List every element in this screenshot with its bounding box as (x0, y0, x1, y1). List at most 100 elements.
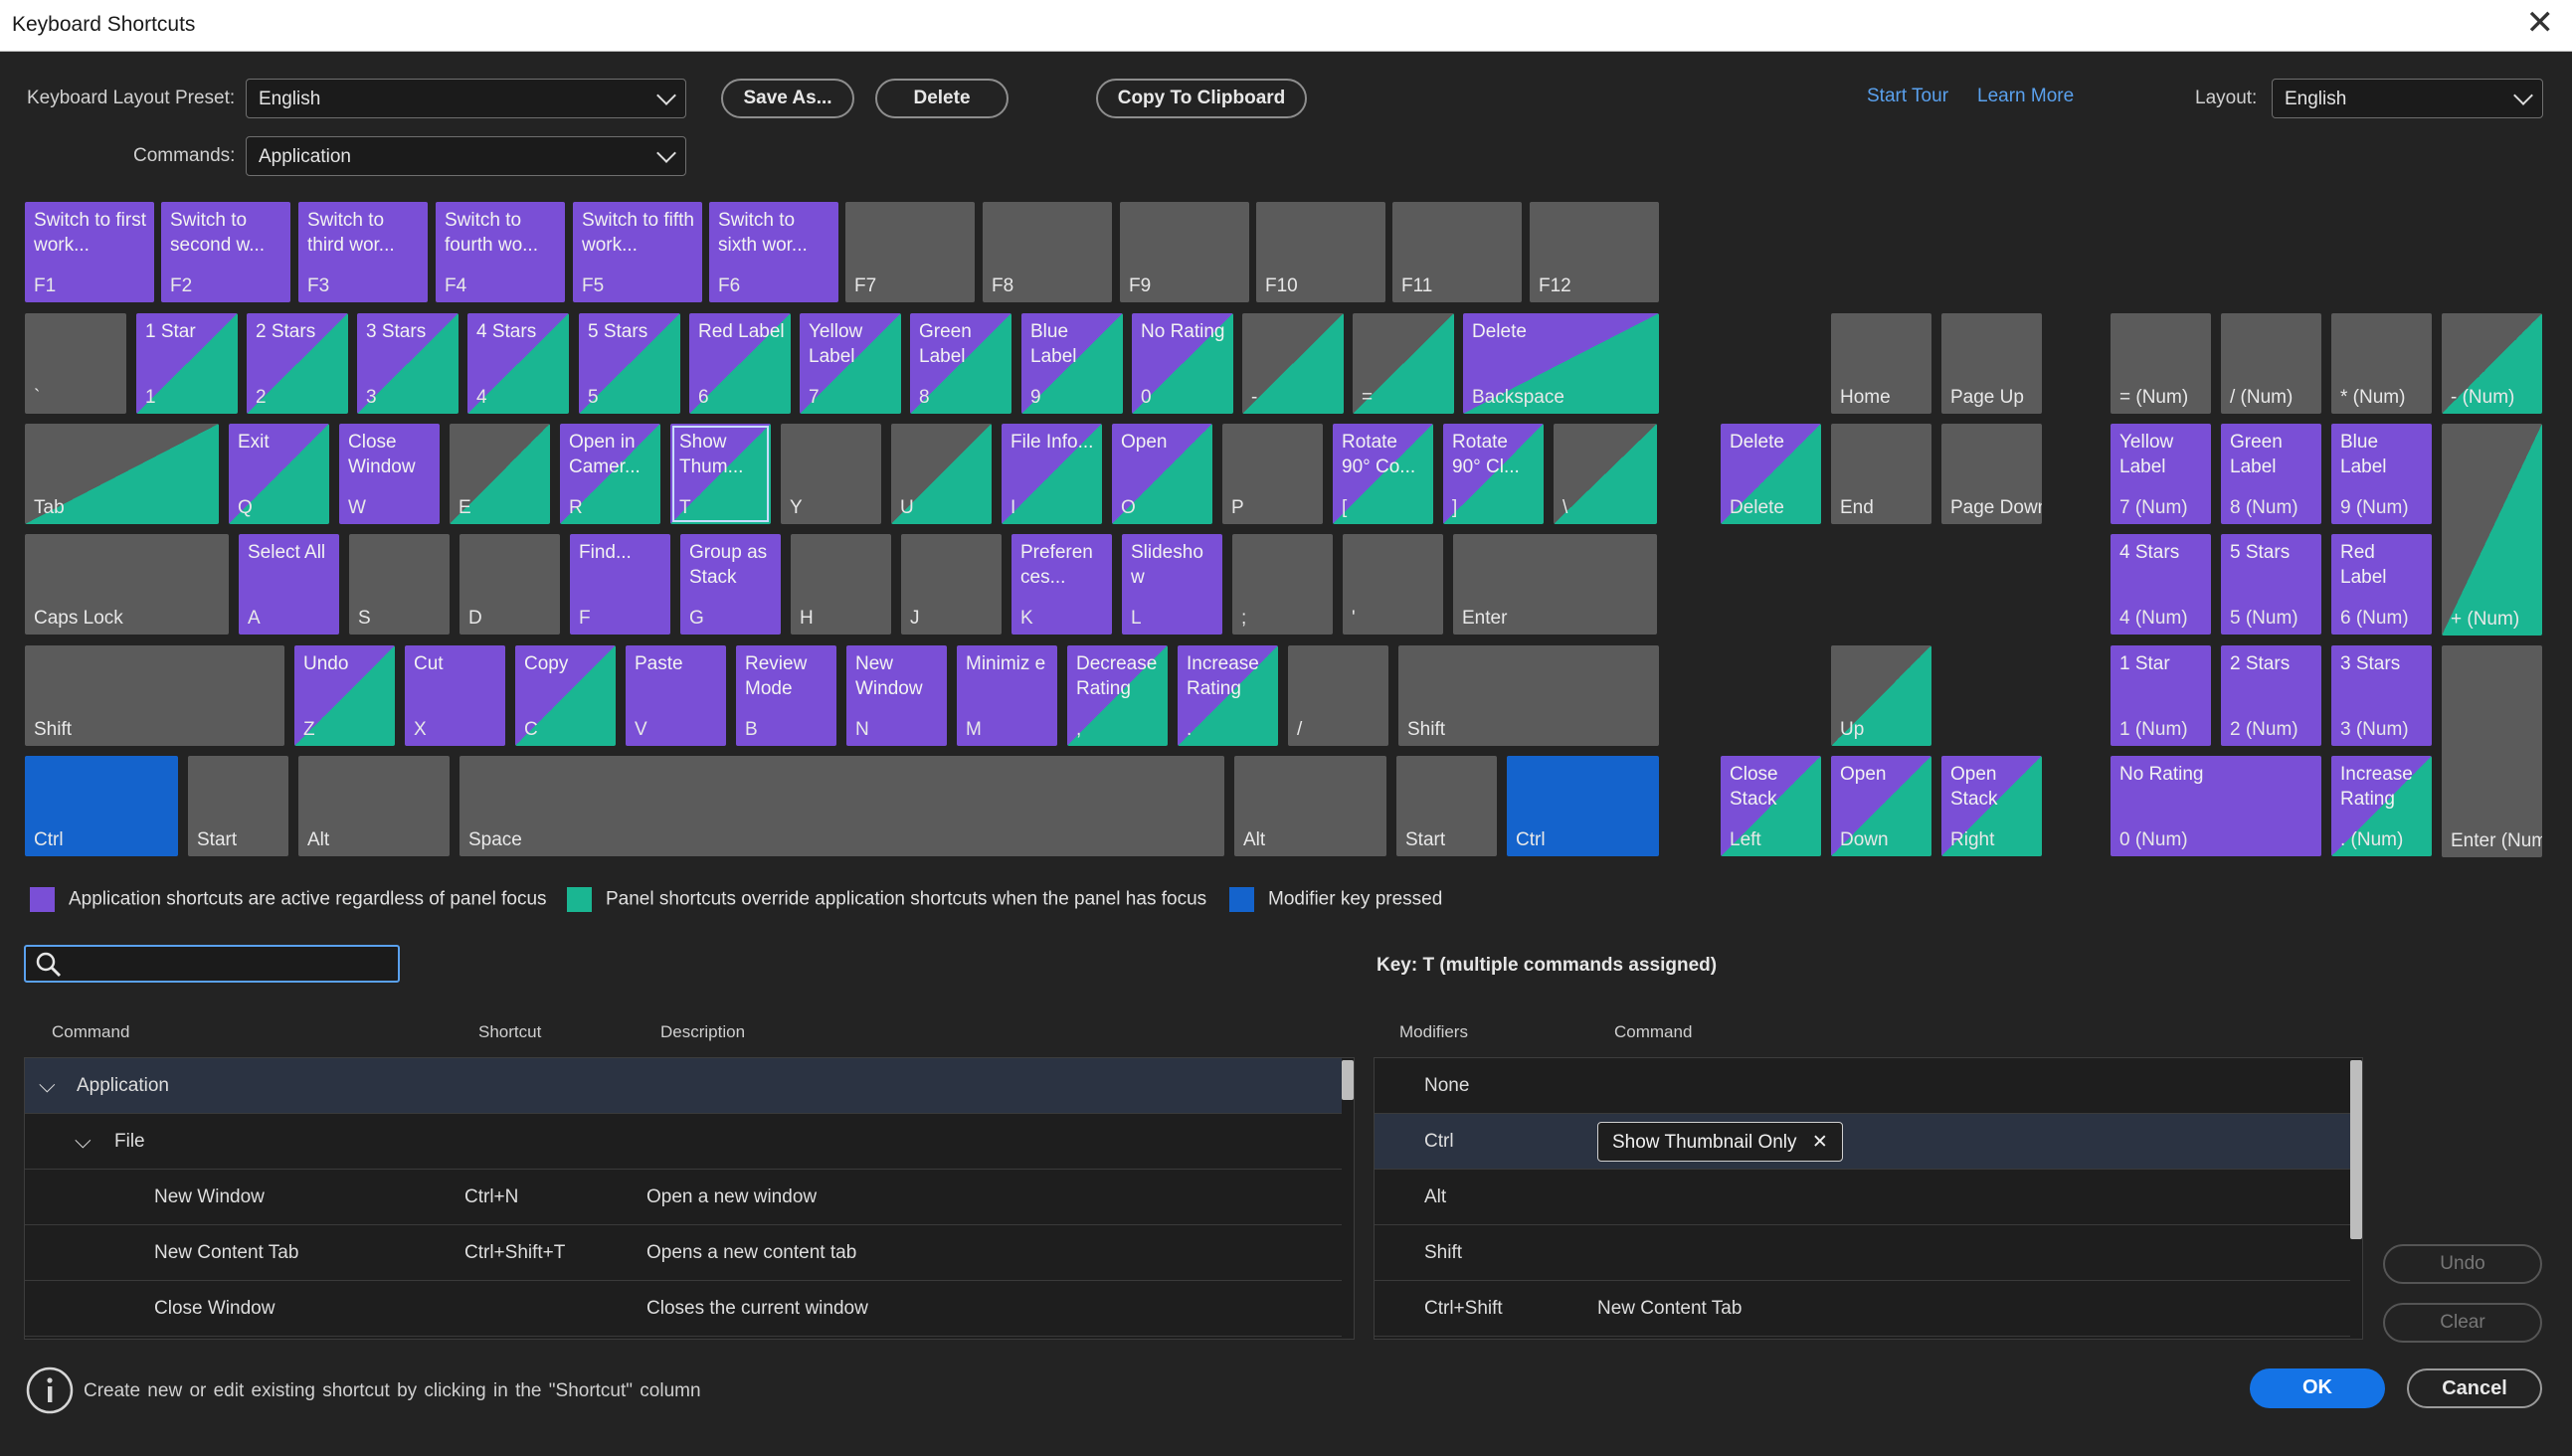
tree-row-application[interactable]: ⌵ Application (25, 1058, 1342, 1114)
col-header-description[interactable]: Description (660, 1022, 746, 1041)
key-f[interactable]: Find... F (570, 534, 670, 635)
key-ctrl[interactable]: Ctrl (25, 756, 178, 856)
key-alt[interactable]: Alt (1234, 756, 1386, 856)
key-6-num[interactable]: Red Label 6 (Num) (2331, 534, 2432, 635)
modifier-row-selected[interactable]: Ctrl (1375, 1114, 2350, 1170)
key-w[interactable]: Close Window W (339, 424, 440, 524)
layout-dropdown[interactable]: English (2272, 79, 2543, 118)
key-y[interactable]: Y (781, 424, 881, 524)
key-f12[interactable]: F12 (1530, 202, 1659, 302)
key-start[interactable]: Start (1396, 756, 1497, 856)
key-shift[interactable]: Shift (25, 645, 284, 746)
col-header-shortcut[interactable]: Shortcut (478, 1022, 542, 1041)
key-delete[interactable]: Delete Delete (1721, 424, 1821, 524)
key-num[interactable]: * (Num) (2331, 313, 2432, 414)
col-header-modifiers[interactable]: Modifiers (1399, 1022, 1468, 1041)
key-backspace[interactable]: Delete Backspace (1463, 313, 1659, 414)
key-page-up[interactable]: Page Up (1941, 313, 2042, 414)
start-tour-link[interactable]: Start Tour (1867, 86, 1949, 106)
key-a[interactable]: Select All A (239, 534, 339, 635)
key-shift[interactable]: Shift (1398, 645, 1659, 746)
key-sym23[interactable]: - (1242, 313, 1344, 414)
key-sym39[interactable]: \ (1554, 424, 1657, 524)
key-8-num[interactable]: Green Label 8 (Num) (2221, 424, 2321, 524)
save-as-button[interactable]: Save As... (721, 79, 854, 118)
preset-dropdown[interactable]: English (246, 79, 686, 118)
key-4-num[interactable]: 4 Stars 4 (Num) (2111, 534, 2211, 635)
key-f8[interactable]: F8 (983, 202, 1112, 302)
key-6[interactable]: Red Label 6 (689, 313, 791, 414)
key-page-down[interactable]: Page Down (1941, 424, 2042, 524)
key-sym50[interactable]: ; (1232, 534, 1333, 635)
copy-to-clipboard-button[interactable]: Copy To Clipboard (1096, 79, 1307, 118)
key-0-num[interactable]: No Rating 0 (Num) (2111, 756, 2321, 856)
key-z[interactable]: Undo Z (294, 645, 395, 746)
row-shortcut[interactable]: Ctrl+Shift+T (464, 1242, 566, 1263)
key-sym37[interactable]: Rotate 90° Co... [ (1333, 424, 1433, 524)
key-end[interactable]: End (1831, 424, 1931, 524)
chevron-down-icon[interactable]: ⌵ (39, 1072, 56, 1097)
key-t[interactable]: Show Thum... T (670, 424, 771, 524)
key-f9[interactable]: F9 (1120, 202, 1249, 302)
key-1[interactable]: 1 Star 1 (136, 313, 238, 414)
search-field[interactable] (24, 945, 400, 983)
key-k[interactable]: Preferen ces... K (1011, 534, 1112, 635)
key-g[interactable]: Group as Stack G (680, 534, 781, 635)
table-row[interactable]: Close Window Closes the current window (25, 1281, 1342, 1337)
key-x[interactable]: Cut X (405, 645, 505, 746)
key-enter-num[interactable]: Enter (Num) (2442, 645, 2542, 857)
key-f11[interactable]: F11 (1392, 202, 1522, 302)
key-sym62[interactable]: Increase Rating. (1178, 645, 1278, 746)
key-f6[interactable]: Switch to sixth wor... F6 (709, 202, 838, 302)
key-sym63[interactable]: / (1288, 645, 1388, 746)
key-o[interactable]: Open O (1112, 424, 1212, 524)
key-left[interactable]: Close Stack Left (1721, 756, 1821, 856)
row-shortcut[interactable]: Ctrl+N (464, 1186, 519, 1207)
key-s[interactable]: S (349, 534, 450, 635)
key-j[interactable]: J (901, 534, 1002, 635)
key-num[interactable]: / (Num) (2221, 313, 2321, 414)
key-5-num[interactable]: 5 Stars 5 (Num) (2221, 534, 2321, 635)
key-7[interactable]: Yellow Label 7 (800, 313, 901, 414)
key-ctrl[interactable]: Ctrl (1507, 756, 1659, 856)
key-2[interactable]: 2 Stars 2 (247, 313, 348, 414)
key-sym61[interactable]: Decrease Rating, (1067, 645, 1168, 746)
key-f4[interactable]: Switch to fourth wo... F4 (436, 202, 565, 302)
key-5[interactable]: 5 Stars 5 (579, 313, 680, 414)
table-row[interactable]: New Window Ctrl+N Open a new window (25, 1170, 1342, 1225)
key-q[interactable]: Exit Q (229, 424, 329, 524)
table-row[interactable]: New Content Tab Ctrl+Shift+T Opens a new… (25, 1225, 1342, 1281)
key-f10[interactable]: F10 (1256, 202, 1385, 302)
key-9[interactable]: Blue Label 9 (1021, 313, 1123, 414)
modifiers-scrollbar[interactable] (2350, 1060, 2362, 1239)
key-sym24[interactable]: = (1353, 313, 1454, 414)
modifier-row[interactable]: Ctrl+Shift New Content Tab (1375, 1281, 2350, 1337)
remove-icon[interactable]: ✕ (1811, 1132, 1828, 1153)
key-e[interactable]: E (450, 424, 550, 524)
modifier-row[interactable]: Alt (1375, 1170, 2350, 1225)
key-v[interactable]: Paste V (626, 645, 726, 746)
key-u[interactable]: U (891, 424, 992, 524)
key-9-num[interactable]: Blue Label 9 (Num) (2331, 424, 2432, 524)
col-header-command-right[interactable]: Command (1614, 1022, 1693, 1041)
key-space[interactable]: Space (459, 756, 1224, 856)
delete-preset-button[interactable]: Delete (875, 79, 1009, 118)
key-8[interactable]: Green Label 8 (910, 313, 1011, 414)
key-2-num[interactable]: 2 Stars 2 (Num) (2221, 645, 2321, 746)
key-1-num[interactable]: 1 Star 1 (Num) (2111, 645, 2211, 746)
key-b[interactable]: Review Mode B (736, 645, 836, 746)
key-f2[interactable]: Switch to second w... F2 (161, 202, 290, 302)
key-num[interactable]: = (Num) (2111, 313, 2211, 414)
key-f1[interactable]: Switch to first work... F1 (25, 202, 154, 302)
key-start[interactable]: Start (188, 756, 288, 856)
key-h[interactable]: H (791, 534, 891, 635)
ok-button[interactable]: OK (2250, 1368, 2385, 1408)
key-r[interactable]: Open in Camer... R (560, 424, 660, 524)
cancel-button[interactable]: Cancel (2407, 1368, 2542, 1408)
key-down[interactable]: Open Down (1831, 756, 1931, 856)
key-enter[interactable]: Enter (1453, 534, 1657, 635)
key-up[interactable]: Up (1831, 645, 1931, 746)
key-n[interactable]: New Window N (846, 645, 947, 746)
key-sym38[interactable]: Rotate 90° Cl...] (1443, 424, 1544, 524)
key-f5[interactable]: Switch to fifth work... F5 (573, 202, 702, 302)
